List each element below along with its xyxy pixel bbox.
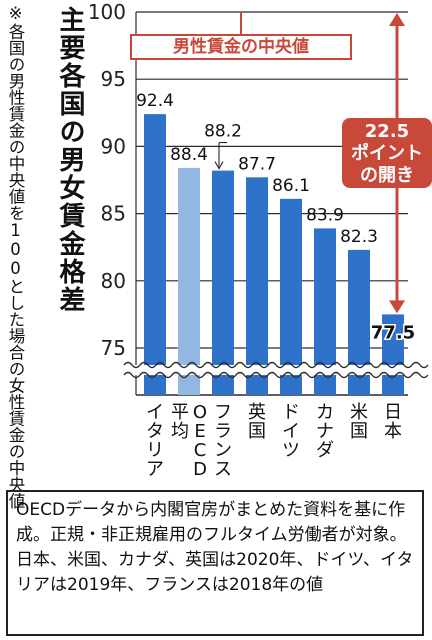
bar-3: [246, 177, 268, 395]
category-label-3: 英: [248, 402, 266, 423]
category-label-1: D: [193, 459, 207, 480]
y-tick-label: 90: [101, 134, 126, 158]
category-label-6: 米: [350, 402, 368, 423]
value-label-4: 86.1: [272, 176, 310, 196]
category-label-1: 均: [171, 421, 189, 442]
category-label-1: 平: [171, 402, 189, 423]
bar-2: [212, 170, 234, 395]
bar-5: [314, 228, 336, 395]
value-label-7: 77.5: [371, 322, 415, 343]
bar-4: [280, 198, 302, 395]
category-label-2: ラ: [214, 421, 232, 442]
axis-break-band: [126, 365, 418, 375]
value-label-5: 83.9: [306, 205, 344, 225]
category-label-0: ア: [146, 459, 164, 480]
bar-chart: 100 95 90 85 80 75 92.4 88.4 88.2 87.786.1 83.982.…: [88, 0, 429, 480]
source-note: OECDデータから内閣官房がまとめた資料を基に作成。正規・非正規雇用のフルタイム…: [6, 490, 424, 636]
chart-note: ※各国の男性賃金の中央値を100とした場合の女性賃金の中央値: [6, 4, 25, 509]
category-label-3: 国: [248, 421, 266, 442]
category-label-7: 日: [384, 402, 402, 423]
value-label-2: 88.2: [204, 122, 242, 142]
y-tick-label: 80: [101, 269, 126, 293]
category-label-2: ス: [214, 459, 232, 480]
value-label-3: 87.7: [238, 154, 276, 174]
category-label-0: タ: [146, 421, 164, 442]
category-label-1: C: [194, 440, 207, 461]
y-tick-label: 85: [101, 202, 126, 226]
bar-0: [144, 114, 166, 396]
category-label-2: ン: [214, 440, 232, 461]
gap-arrow-head-bottom: [389, 300, 405, 314]
category-label-4: ツ: [282, 440, 300, 461]
y-tick-label: 75: [101, 336, 126, 360]
category-label-1: E: [194, 421, 205, 442]
value-label-0: 92.4: [136, 91, 174, 111]
y-tick-label: 100: [88, 0, 126, 24]
category-label-4: イ: [282, 421, 300, 442]
gap-unit: ポイント: [351, 143, 423, 164]
category-label-5: ナ: [316, 421, 334, 442]
category-label-0: イ: [146, 402, 164, 423]
bar-6: [348, 249, 370, 395]
chart-title: 主要各国の男女賃金格差: [55, 6, 85, 314]
category-label-6: 国: [350, 421, 368, 442]
category-label-5: カ: [316, 402, 334, 423]
axis-break-line-top: [123, 361, 429, 369]
gap-arrow-head-top: [389, 13, 405, 26]
bar-1: [178, 167, 200, 395]
gap-suffix: の開き: [360, 165, 414, 186]
gap-value: 22.5: [364, 121, 410, 142]
france-leader-arrow: [214, 161, 224, 170]
axis-break-line-bottom: [123, 371, 429, 379]
category-label-7: 本: [384, 421, 402, 442]
y-tick-label: 95: [101, 67, 126, 91]
value-label-1: 88.4: [170, 145, 208, 165]
gap-callout: 22.5 ポイント の開き: [342, 118, 432, 188]
category-label-2: フ: [214, 402, 232, 423]
category-label-5: ダ: [316, 440, 334, 461]
category-label-4: ド: [282, 402, 300, 423]
value-label-6: 82.3: [340, 227, 378, 247]
category-label-1: O: [193, 402, 207, 423]
male-median-label: 男性賃金の中央値: [130, 34, 352, 60]
category-label-0: リ: [146, 440, 164, 461]
